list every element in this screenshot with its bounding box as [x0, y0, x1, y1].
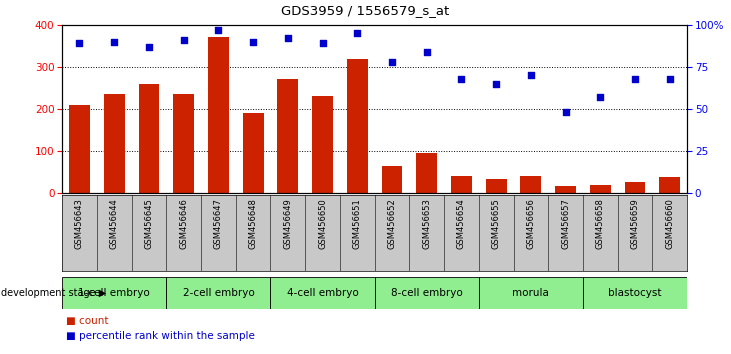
- Text: GSM456652: GSM456652: [387, 199, 396, 249]
- Text: GSM456645: GSM456645: [145, 199, 154, 249]
- Text: 1-cell embryo: 1-cell embryo: [78, 288, 150, 298]
- Text: GSM456655: GSM456655: [492, 199, 501, 249]
- Bar: [479, 277, 583, 309]
- Bar: [416, 153, 437, 193]
- Text: GSM456658: GSM456658: [596, 199, 605, 249]
- Point: [664, 76, 675, 81]
- Text: GSM456647: GSM456647: [214, 199, 223, 249]
- Point: [213, 27, 224, 33]
- Text: GSM456649: GSM456649: [284, 199, 292, 249]
- Text: GSM456648: GSM456648: [249, 199, 257, 249]
- Bar: [520, 176, 541, 193]
- Text: GSM456654: GSM456654: [457, 199, 466, 249]
- Point: [386, 59, 398, 65]
- Text: GSM456660: GSM456660: [665, 199, 674, 249]
- Bar: [659, 177, 680, 193]
- Bar: [485, 179, 507, 193]
- Text: GSM456653: GSM456653: [423, 199, 431, 249]
- Text: ■ count: ■ count: [66, 316, 108, 326]
- Point: [282, 35, 294, 41]
- Bar: [624, 182, 645, 193]
- Bar: [173, 94, 194, 193]
- Text: GSM456650: GSM456650: [318, 199, 327, 249]
- Point: [143, 44, 155, 50]
- Text: GSM456646: GSM456646: [179, 199, 188, 249]
- Text: GSM456657: GSM456657: [561, 199, 570, 249]
- Bar: [382, 166, 402, 193]
- Bar: [69, 105, 90, 193]
- Bar: [312, 96, 333, 193]
- Text: blastocyst: blastocyst: [608, 288, 662, 298]
- Bar: [374, 277, 479, 309]
- Text: 8-cell embryo: 8-cell embryo: [391, 288, 463, 298]
- Point: [178, 37, 189, 43]
- Text: development stage ▶: development stage ▶: [1, 288, 106, 298]
- Text: GSM456656: GSM456656: [526, 199, 535, 249]
- Text: GSM456659: GSM456659: [631, 199, 640, 249]
- Point: [491, 81, 502, 86]
- Bar: [208, 38, 229, 193]
- Text: GSM456651: GSM456651: [353, 199, 362, 249]
- Bar: [243, 113, 263, 193]
- Point: [108, 39, 120, 45]
- Bar: [583, 277, 687, 309]
- Text: GSM456643: GSM456643: [75, 199, 84, 249]
- Bar: [62, 277, 167, 309]
- Text: ■ percentile rank within the sample: ■ percentile rank within the sample: [66, 331, 254, 341]
- Point: [317, 40, 328, 46]
- Text: GSM456644: GSM456644: [110, 199, 118, 249]
- Point: [247, 39, 259, 45]
- Point: [594, 94, 606, 100]
- Point: [629, 76, 641, 81]
- Text: 4-cell embryo: 4-cell embryo: [287, 288, 358, 298]
- Text: 2-cell embryo: 2-cell embryo: [183, 288, 254, 298]
- Bar: [104, 94, 124, 193]
- Point: [525, 73, 537, 78]
- Bar: [277, 79, 298, 193]
- Bar: [556, 186, 576, 193]
- Bar: [590, 185, 610, 193]
- Bar: [270, 277, 374, 309]
- Point: [74, 40, 86, 46]
- Bar: [347, 59, 368, 193]
- Text: morula: morula: [512, 288, 549, 298]
- Point: [560, 109, 572, 115]
- Text: GDS3959 / 1556579_s_at: GDS3959 / 1556579_s_at: [281, 4, 450, 17]
- Bar: [167, 277, 270, 309]
- Point: [352, 30, 363, 36]
- Point: [455, 76, 467, 81]
- Bar: [451, 176, 471, 193]
- Bar: [138, 85, 159, 193]
- Point: [421, 49, 433, 55]
